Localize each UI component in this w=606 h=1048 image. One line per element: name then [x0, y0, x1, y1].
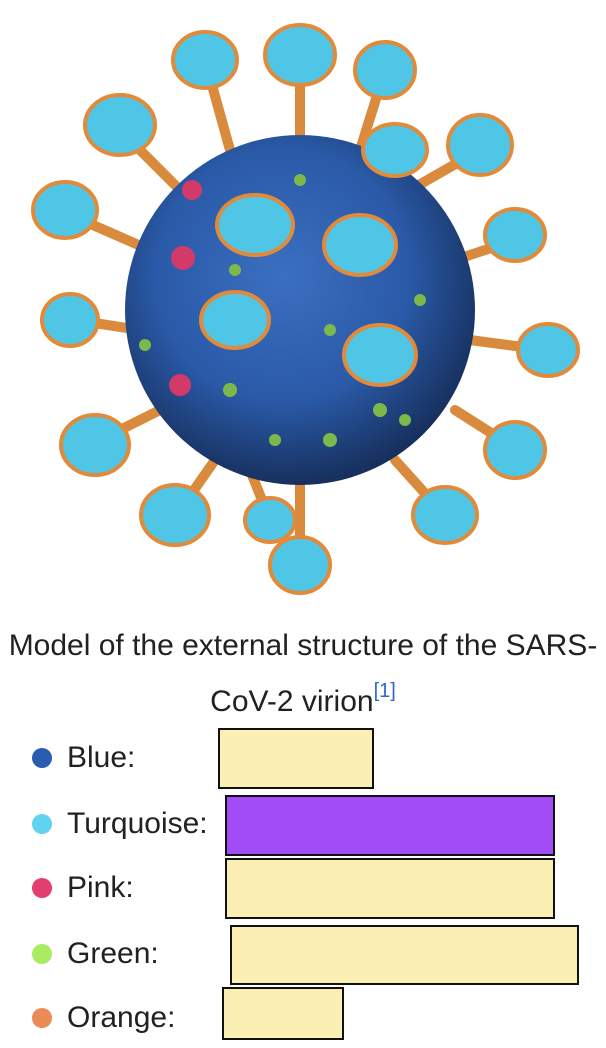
legend-label: Blue: [67, 741, 136, 774]
answer-box-blue[interactable] [218, 728, 374, 789]
legend-label: Turquoise: [67, 807, 208, 840]
reference-link[interactable]: [1] [373, 680, 396, 702]
color-swatch-icon [32, 944, 52, 964]
virion-image [31, 23, 580, 595]
answer-box-pink[interactable] [225, 858, 555, 919]
color-swatch-icon [32, 748, 52, 768]
legend-label: Green: [67, 937, 159, 970]
legend-label: Pink: [67, 871, 134, 904]
membrane-proteins [139, 174, 426, 447]
legend-label: Orange: [67, 1001, 176, 1034]
answer-box-turquoise[interactable] [225, 795, 555, 856]
color-swatch-icon [32, 878, 52, 898]
color-swatch-icon [32, 1008, 52, 1028]
figure-caption: Model of the external structure of the S… [0, 618, 606, 730]
legend-row-turquoise: Turquoise: [0, 792, 606, 854]
legend-row-blue: Blue: [0, 726, 606, 788]
answer-box-green[interactable] [230, 925, 579, 985]
caption-text: Model of the external structure of the S… [8, 629, 598, 718]
legend-row-orange: Orange: [0, 986, 606, 1048]
sars-cov-2-virion-icon [31, 23, 580, 595]
spike-heads [31, 23, 580, 595]
legend-row-pink: Pink: [0, 856, 606, 918]
color-swatch-icon [32, 814, 52, 834]
legend-row-green: Green: [0, 922, 606, 984]
viral-envelope [125, 135, 475, 485]
answer-box-orange[interactable] [222, 987, 344, 1040]
